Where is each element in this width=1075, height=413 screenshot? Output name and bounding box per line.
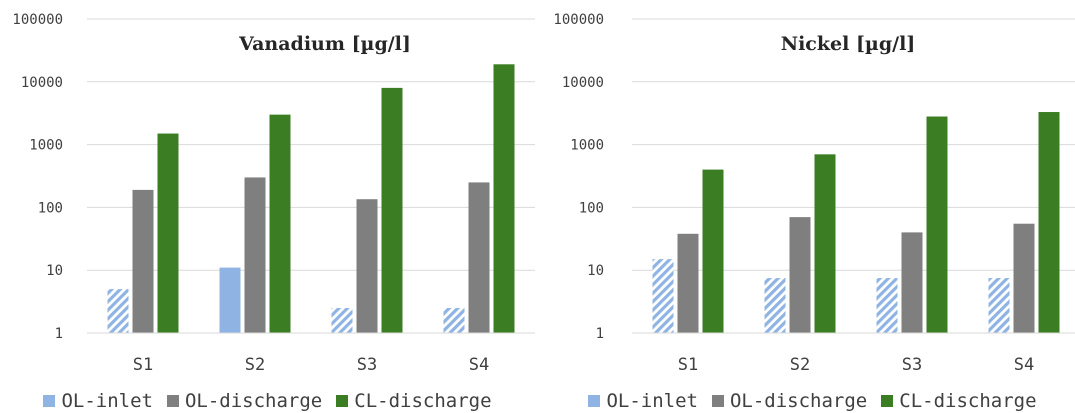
x-tick-label: S3 xyxy=(357,355,377,375)
legend-item-ol-inlet: OL-inlet xyxy=(43,390,153,412)
cl-discharge-bar-s3 xyxy=(381,87,403,333)
cl-discharge-bar-s1 xyxy=(702,169,724,333)
cl-discharge-bar-s2 xyxy=(269,114,291,334)
legend-label: OL-discharge xyxy=(184,389,323,412)
y-tick-label: 100000 xyxy=(12,12,63,28)
cl-discharge-bar-s3 xyxy=(926,116,948,333)
legend-label: CL-discharge xyxy=(354,389,492,412)
ol-discharge-bar-s4 xyxy=(468,182,490,333)
x-tick-label: S1 xyxy=(678,355,698,375)
ol-discharge-bar-s3 xyxy=(356,199,378,333)
cl-discharge-bar-s4 xyxy=(493,64,515,333)
vanadium-chart-plot: 1 10 100 1000 10000 100000 Vanadium [µg/l] S1 S2… xyxy=(12,12,535,375)
nickel-chart-plot: 1 10 100 1000 10000 100000 Nickel [µg/l] S1 S2 S3… xyxy=(553,12,1075,375)
ol-discharge-bar-s2 xyxy=(244,177,266,333)
x-tick-label: S4 xyxy=(469,355,489,375)
x-tick-label: S1 xyxy=(133,355,153,375)
y-tick-label: 100000 xyxy=(553,12,604,28)
legend-swatch xyxy=(711,394,724,407)
y-tick-label: 1000 xyxy=(29,138,63,154)
ol-inlet-bar-s1 xyxy=(107,289,129,333)
y-tick-label: 1 xyxy=(596,326,604,342)
nickel-chart: 1 10 100 1000 10000 100000 Nickel [µg/l] S1 S2 S3… xyxy=(545,0,1075,413)
ol-discharge-bar-s3 xyxy=(901,232,923,333)
y-tick-label: 100 xyxy=(38,200,63,216)
ol-discharge-bar-s4 xyxy=(1013,223,1035,333)
legend-swatch xyxy=(43,394,56,407)
legend-item-cl-discharge: CL-discharge xyxy=(336,389,492,412)
legend-label: OL-inlet xyxy=(61,389,153,412)
ol-inlet-bar-s4 xyxy=(988,278,1010,333)
legend-label: OL-inlet xyxy=(606,389,698,412)
legend-label: CL-discharge xyxy=(899,389,1037,412)
legend-item-ol-inlet: OL-inlet xyxy=(588,390,698,412)
y-tick-label: 1000 xyxy=(570,138,604,154)
vanadium-legend: OL-inlet OL-discharge CL-discharge xyxy=(0,388,535,413)
y-tick-label: 100 xyxy=(579,200,604,216)
x-tick-label: S4 xyxy=(1014,355,1034,375)
x-tick-label: S2 xyxy=(790,355,810,375)
y-tick-label: 10000 xyxy=(562,75,604,91)
legend-label: OL-discharge xyxy=(729,389,868,412)
y-tick-label: 1 xyxy=(55,326,63,342)
vanadium-chart: 1 10 100 1000 10000 100000 Vanadium [µg/l] S1 S2… xyxy=(0,0,535,413)
ol-inlet-bar-s1 xyxy=(652,259,674,333)
cl-discharge-bar-s2 xyxy=(814,154,836,333)
ol-inlet-bar-s2 xyxy=(219,267,241,333)
ol-discharge-bar-s1 xyxy=(132,189,154,333)
ol-inlet-bar-s3 xyxy=(331,308,353,333)
chart-title: Nickel [µg/l] xyxy=(781,33,916,55)
y-tick-label: 10000 xyxy=(21,75,63,91)
x-tick-label: S2 xyxy=(245,355,265,375)
cl-discharge-bar-s4 xyxy=(1038,112,1060,333)
legend-swatch xyxy=(881,394,894,407)
ol-inlet-bar-s2 xyxy=(764,278,786,333)
legend-item-ol-discharge: OL-discharge xyxy=(166,389,323,412)
ol-inlet-bar-s3 xyxy=(876,278,898,333)
ol-inlet-bar-s4 xyxy=(443,308,465,333)
legend-swatch xyxy=(336,394,349,407)
legend-item-ol-discharge: OL-discharge xyxy=(711,389,868,412)
x-tick-label: S3 xyxy=(902,355,922,375)
nickel-legend: OL-inlet OL-discharge CL-discharge xyxy=(545,388,1075,413)
legend-swatch xyxy=(166,394,179,407)
y-tick-label: 10 xyxy=(587,263,604,279)
y-tick-label: 10 xyxy=(46,263,63,279)
chart-title: Vanadium [µg/l] xyxy=(238,33,411,55)
legend-swatch xyxy=(588,394,601,407)
ol-discharge-bar-s1 xyxy=(677,233,699,333)
ol-discharge-bar-s2 xyxy=(789,217,811,333)
cl-discharge-bar-s1 xyxy=(157,133,179,333)
legend-item-cl-discharge: CL-discharge xyxy=(881,389,1037,412)
